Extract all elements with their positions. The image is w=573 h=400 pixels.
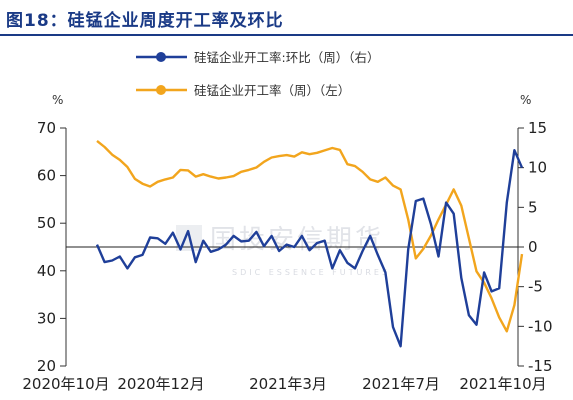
x-tick-label: 2021年3月 [249, 375, 327, 393]
title-underline [0, 34, 573, 36]
x-tick-label: 2020年10月 [22, 375, 109, 393]
legend-label-orange: 硅锰企业开工率（周）（左） [194, 83, 350, 98]
series-line-operating-rate [96, 139, 524, 333]
x-tick-label: 2020年12月 [117, 375, 204, 393]
legend-blue-marker [156, 52, 166, 62]
right-axis-tick-label: 10 [528, 159, 547, 177]
watermark: 国投安信期货 SDIC ESSENCE FUTURES [176, 225, 390, 277]
right-axis-tick-label: -15 [528, 357, 553, 375]
legend-orange-marker [156, 85, 166, 95]
x-tick-label: 2021年7月 [362, 375, 440, 393]
series-layer [95, 139, 524, 348]
left-axis-tick-label: 30 [37, 309, 56, 327]
right-axis-tick-label: -10 [528, 317, 553, 335]
left-axis-tick-label: 60 [37, 167, 56, 185]
right-axis-tick-label: 15 [528, 119, 547, 137]
left-axis-tick-label: 40 [37, 262, 56, 280]
right-axis-tick-label: 0 [528, 238, 538, 256]
watermark-subtext: SDIC ESSENCE FUTURES [232, 268, 390, 277]
legend-label-blue: 硅锰企业开工率:环比（周）（右） [194, 50, 379, 65]
left-axis-unit: % [52, 93, 63, 107]
right-axis-unit: % [520, 93, 531, 107]
series-line-week-on-week-change [95, 148, 524, 348]
left-axis-tick-label: 70 [37, 119, 56, 137]
right-axis-tick-label: -5 [528, 278, 543, 296]
axes: 20 30 40 50 60 70 -15 -10 -5 0 5 10 15 2020年10月 2020年1… [22, 119, 552, 393]
left-axis-tick-label: 20 [37, 357, 56, 375]
right-axis-tick-label: 5 [528, 198, 538, 216]
left-axis-tick-label: 50 [37, 214, 56, 232]
watermark-text: 国投安信期货 [210, 225, 384, 255]
x-tick-label: 2021年10月 [459, 375, 546, 393]
legend: 硅锰企业开工率:环比（周）（右） 硅锰企业开工率（周）（左） [136, 50, 379, 98]
figure-title: 图18：硅锰企业周度开工率及环比 [6, 11, 284, 31]
